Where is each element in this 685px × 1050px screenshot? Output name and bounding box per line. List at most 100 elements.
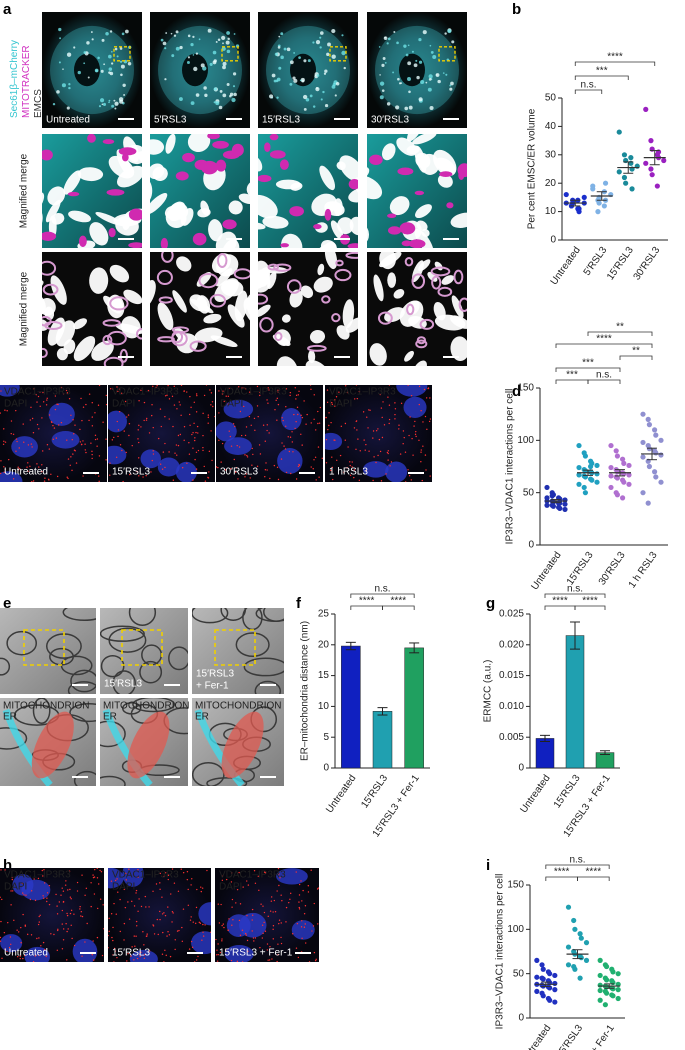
data-point bbox=[596, 200, 602, 206]
dot bbox=[238, 446, 241, 448]
dot bbox=[109, 462, 111, 464]
condition-label: Untreated bbox=[4, 467, 48, 478]
membrane bbox=[192, 608, 229, 624]
dot bbox=[378, 438, 381, 441]
dot bbox=[386, 451, 389, 454]
dot bbox=[69, 912, 72, 915]
speck bbox=[195, 52, 199, 55]
mito-label: MITOCHONDRION bbox=[3, 701, 89, 712]
dot bbox=[358, 390, 361, 393]
dot bbox=[90, 905, 92, 908]
membrane bbox=[192, 762, 225, 786]
condition-label: 30′RSL3 bbox=[371, 115, 409, 126]
dot bbox=[228, 430, 230, 432]
dot bbox=[274, 910, 277, 913]
dot bbox=[264, 930, 267, 932]
dot bbox=[27, 470, 29, 473]
blob bbox=[227, 304, 245, 328]
dot bbox=[216, 949, 218, 951]
membrane bbox=[168, 646, 188, 671]
dot bbox=[42, 875, 44, 877]
dot bbox=[66, 439, 68, 441]
y-axis-label: ER–mitochondria distance (nm) bbox=[300, 621, 311, 761]
membrane bbox=[70, 669, 96, 693]
blob bbox=[286, 279, 302, 294]
dot bbox=[221, 940, 223, 942]
dot bbox=[276, 960, 278, 962]
dot bbox=[262, 905, 264, 907]
dot bbox=[82, 440, 84, 442]
speck bbox=[209, 62, 213, 66]
dot bbox=[217, 466, 219, 469]
dot bbox=[269, 477, 271, 480]
dot bbox=[69, 896, 72, 898]
dot bbox=[266, 469, 268, 471]
blob bbox=[415, 204, 432, 219]
dot bbox=[268, 389, 270, 391]
dot bbox=[42, 941, 45, 944]
dot bbox=[353, 469, 356, 471]
dot bbox=[70, 414, 72, 416]
dot bbox=[143, 957, 146, 959]
dot bbox=[247, 950, 249, 953]
dot bbox=[123, 430, 125, 432]
dot bbox=[172, 912, 174, 914]
dot bbox=[79, 908, 81, 910]
speck bbox=[327, 42, 331, 47]
dot bbox=[159, 910, 161, 913]
data-point bbox=[621, 152, 628, 158]
dot bbox=[344, 385, 347, 387]
dot bbox=[202, 923, 204, 926]
dot bbox=[288, 901, 290, 904]
data-point bbox=[608, 442, 614, 449]
blob bbox=[182, 152, 195, 163]
dot bbox=[263, 911, 266, 914]
dot bbox=[125, 451, 127, 454]
speck bbox=[97, 56, 100, 60]
dot bbox=[222, 390, 224, 392]
dot bbox=[50, 473, 52, 476]
dot bbox=[37, 877, 40, 880]
blob bbox=[451, 295, 464, 319]
dot bbox=[269, 945, 271, 948]
data-point bbox=[653, 474, 659, 480]
speck bbox=[225, 40, 230, 45]
dot bbox=[159, 882, 161, 884]
dot bbox=[294, 427, 296, 430]
nucleus bbox=[0, 934, 23, 953]
micrograph bbox=[42, 134, 142, 248]
dot bbox=[290, 472, 292, 475]
dot bbox=[48, 414, 51, 416]
dot bbox=[20, 926, 22, 929]
dot bbox=[187, 888, 189, 891]
blob bbox=[404, 256, 414, 267]
data-point bbox=[620, 495, 626, 501]
nucleus bbox=[223, 399, 254, 419]
blob bbox=[107, 330, 127, 346]
speck bbox=[283, 47, 287, 51]
dot bbox=[152, 450, 154, 452]
blob bbox=[136, 328, 142, 340]
data-point bbox=[576, 442, 582, 449]
speck bbox=[165, 32, 168, 34]
dot bbox=[66, 930, 68, 933]
speck bbox=[271, 73, 276, 78]
dot bbox=[46, 397, 48, 399]
dot bbox=[244, 932, 247, 935]
dot bbox=[264, 469, 267, 471]
dot bbox=[56, 403, 58, 405]
dot bbox=[131, 946, 133, 948]
dot bbox=[418, 385, 421, 388]
dot bbox=[387, 459, 389, 461]
blob bbox=[309, 329, 326, 344]
data-point bbox=[597, 997, 603, 1003]
data-point bbox=[565, 944, 572, 950]
membrane bbox=[0, 657, 11, 676]
dot bbox=[84, 941, 86, 943]
significance-bracket bbox=[555, 367, 621, 372]
micrograph-content bbox=[0, 868, 104, 962]
dot bbox=[0, 390, 2, 392]
dot bbox=[251, 919, 253, 921]
dot bbox=[239, 410, 242, 413]
speck bbox=[116, 55, 119, 58]
